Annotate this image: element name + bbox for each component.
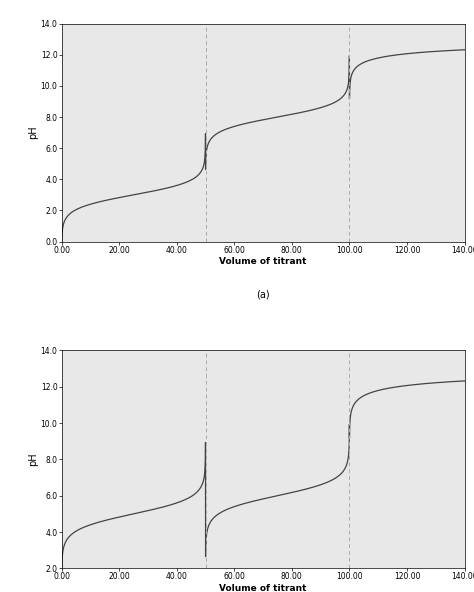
X-axis label: Volume of titrant: Volume of titrant <box>219 258 307 266</box>
Text: (a): (a) <box>256 289 270 300</box>
Y-axis label: pH: pH <box>28 452 38 466</box>
Y-axis label: pH: pH <box>28 126 38 140</box>
X-axis label: Volume of titrant: Volume of titrant <box>219 584 307 592</box>
